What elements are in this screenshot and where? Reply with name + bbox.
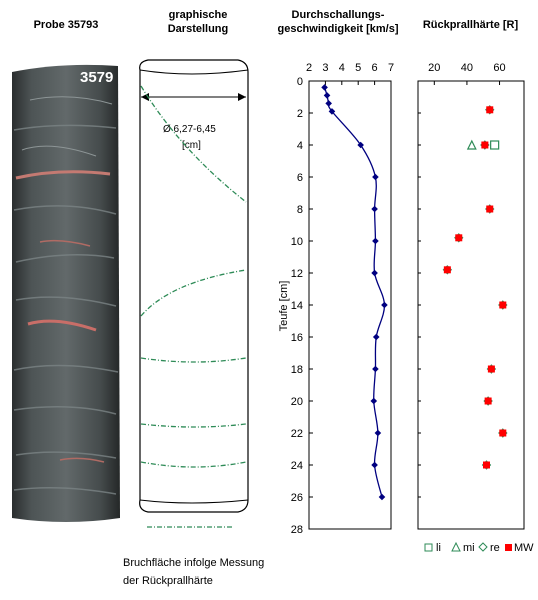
velocity-y-tick-label: 22 bbox=[291, 428, 303, 440]
velocity-data-point bbox=[372, 333, 380, 341]
velocity-data-point bbox=[372, 173, 379, 181]
rebound-li-point bbox=[490, 140, 500, 150]
velocity-y-tick-label: 10 bbox=[291, 236, 303, 248]
rebound-mw-point bbox=[443, 266, 451, 274]
velocity-y-tick-label: 14 bbox=[291, 300, 303, 312]
velocity-y-tick-label: 18 bbox=[291, 364, 303, 376]
velocity-chart-title: Durchschallungs- geschwindigkeit [km/s] bbox=[268, 8, 408, 36]
rebound-plot-area bbox=[417, 80, 525, 530]
rebound-x-tick-label: 40 bbox=[461, 62, 473, 74]
graphic-representation-title: graphische Darstellung bbox=[143, 8, 253, 36]
core-outline-diagram: Ø 6,27-6,45 [cm] bbox=[139, 59, 249, 528]
velocity-data-point bbox=[371, 269, 378, 277]
rebound-chart-title: Rückprallhärte [R] bbox=[422, 19, 519, 31]
fracture-note-line1: Bruchfläche infolge Messung bbox=[123, 557, 264, 569]
legend-li-marker bbox=[424, 543, 433, 552]
legend-mi-label: mi bbox=[463, 542, 475, 554]
fracture-note-line2: der Rückprallhärte bbox=[123, 575, 213, 587]
velocity-data-point bbox=[371, 461, 378, 469]
diameter-unit: [cm] bbox=[182, 140, 201, 151]
velocity-x-tick-label: 7 bbox=[388, 62, 394, 74]
velocity-x-tick-label: 2 bbox=[306, 62, 312, 74]
rebound-x-tick-label: 60 bbox=[493, 62, 505, 74]
velocity-data-point bbox=[371, 205, 378, 213]
velocity-y-tick-label: 16 bbox=[291, 332, 303, 344]
diameter-label: Ø 6,27-6,45 bbox=[163, 124, 216, 135]
rebound-mw-point bbox=[455, 234, 463, 242]
rebound-mw-point bbox=[482, 461, 490, 469]
velocity-x-tick-label: 6 bbox=[372, 62, 378, 74]
rebound-mi-point bbox=[466, 139, 477, 150]
core-sample-label: 3579 bbox=[80, 69, 113, 86]
rebound-mw-point bbox=[486, 205, 494, 213]
core-top-edge bbox=[139, 69, 249, 75]
velocity-data-point bbox=[378, 493, 386, 501]
rebound-x-tick-label: 20 bbox=[428, 62, 440, 74]
legend-re-marker bbox=[478, 542, 488, 552]
velocity-y-tick-label: 28 bbox=[291, 524, 303, 536]
legend-li-label: li bbox=[436, 542, 441, 554]
fracture-line-1 bbox=[140, 85, 247, 203]
velocity-data-point bbox=[370, 397, 378, 405]
velocity-x-tick-label: 5 bbox=[355, 62, 361, 74]
velocity-data-point bbox=[321, 84, 328, 91]
core-photo-title: Probe 35793 bbox=[33, 19, 99, 31]
rebound-mw-point bbox=[499, 301, 507, 309]
diameter-arrowhead-right bbox=[238, 93, 246, 101]
rebound-mw-point bbox=[481, 141, 489, 149]
velocity-x-tick-label: 4 bbox=[339, 62, 345, 74]
velocity-y-tick-label: 2 bbox=[297, 108, 303, 120]
velocity-x-tick-label: 3 bbox=[322, 62, 328, 74]
velocity-y-tick-label: 4 bbox=[297, 140, 303, 152]
fracture-line-2 bbox=[140, 269, 247, 317]
velocity-y-tick-label: 20 bbox=[291, 396, 303, 408]
graphic-title-line1: graphische bbox=[168, 9, 228, 21]
core-bottom-edge bbox=[139, 499, 249, 504]
velocity-y-tick-label: 26 bbox=[291, 492, 303, 504]
velocity-plot-area bbox=[308, 80, 392, 530]
fracture-line-3 bbox=[140, 357, 247, 363]
velocity-y-tick-label: 24 bbox=[291, 460, 303, 472]
rebound-chart: 20 40 60 bbox=[418, 62, 508, 530]
velocity-title-line1: Durchschallungs- bbox=[291, 9, 385, 21]
velocity-y-tick-label: 6 bbox=[297, 172, 303, 184]
legend-re-label: re bbox=[490, 542, 500, 554]
velocity-data-point bbox=[372, 237, 379, 245]
rebound-legend: li mi re MW bbox=[424, 541, 534, 554]
velocity-y-tick-label: 0 bbox=[297, 76, 303, 88]
legend-mw-label: MW bbox=[514, 542, 534, 554]
velocity-data-point bbox=[357, 141, 364, 149]
velocity-data-point bbox=[328, 108, 336, 115]
rebound-mw-point bbox=[484, 397, 492, 405]
velocity-y-tick-label: 8 bbox=[297, 204, 303, 216]
velocity-y-tick-label: 12 bbox=[291, 268, 303, 280]
fracture-line-5 bbox=[140, 461, 247, 468]
graphic-title-line2: Darstellung bbox=[167, 23, 229, 35]
legend-mi-marker bbox=[451, 541, 461, 552]
velocity-data-point bbox=[323, 92, 331, 99]
velocity-data-point bbox=[374, 429, 382, 437]
depth-axis-label: Teufe [cm] bbox=[278, 281, 290, 332]
velocity-title-line2: geschwindigkeit [km/s] bbox=[277, 23, 399, 35]
velocity-data-point bbox=[325, 100, 332, 107]
velocity-data-point bbox=[381, 301, 388, 309]
velocity-data-point bbox=[372, 365, 379, 373]
legend-mw-marker bbox=[505, 544, 512, 551]
rebound-mw-point bbox=[487, 365, 495, 373]
rebound-mw-point bbox=[486, 106, 494, 114]
fracture-line-4 bbox=[140, 423, 247, 428]
rebound-mw-point bbox=[499, 429, 507, 437]
